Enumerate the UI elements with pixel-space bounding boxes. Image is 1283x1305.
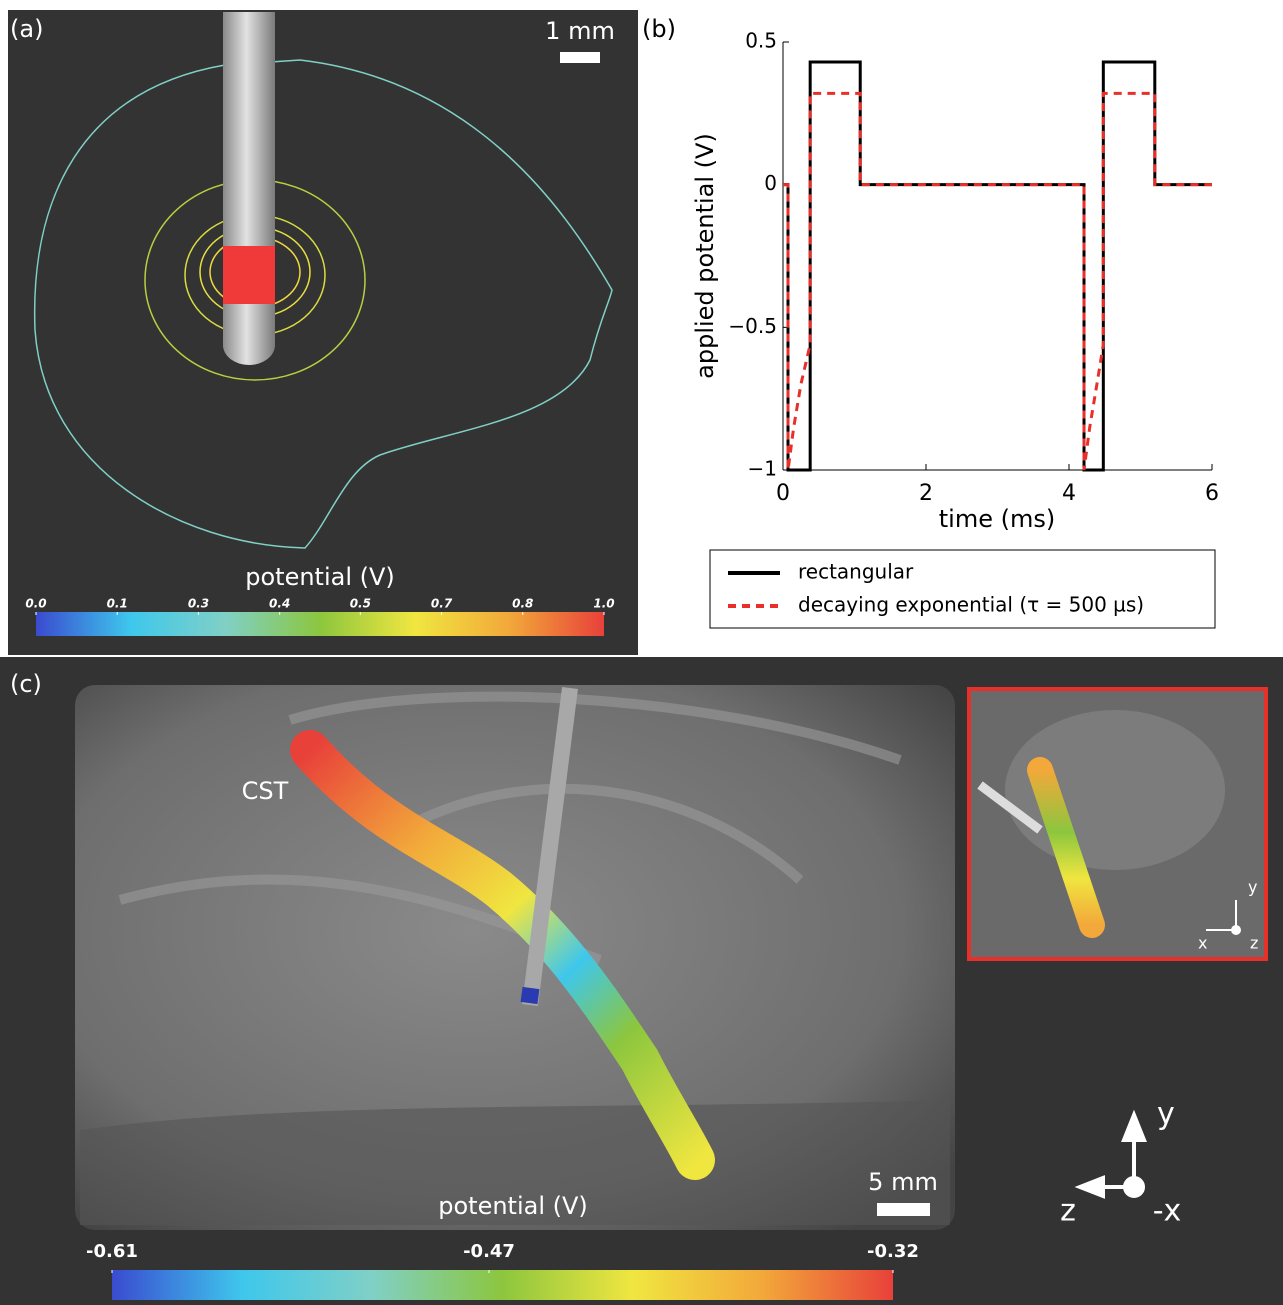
scale-bar bbox=[560, 52, 600, 63]
x-tick-label: 4 bbox=[1062, 481, 1076, 506]
y-tick-label: 0 bbox=[764, 171, 777, 195]
colorbar-tick-label: 0.8 bbox=[512, 597, 533, 611]
axis-label: z bbox=[1250, 934, 1258, 953]
tract-label: CST bbox=[242, 777, 289, 805]
colorbar-tick-label: -0.32 bbox=[867, 1241, 919, 1262]
legend-label: rectangular bbox=[798, 560, 914, 584]
colorbar-tick-label: 0.4 bbox=[269, 597, 290, 611]
y-tick-label: −0.5 bbox=[728, 314, 777, 338]
legend-label: decaying exponential (τ = 500 µs) bbox=[798, 593, 1144, 617]
scale-label: 5 mm bbox=[868, 1168, 938, 1196]
axis-label: y bbox=[1248, 878, 1257, 897]
colorbar-tick-label: 0.3 bbox=[188, 597, 209, 611]
series-line bbox=[783, 62, 1212, 470]
electrode-contact bbox=[223, 246, 275, 304]
scale-label: 1 mm bbox=[545, 17, 615, 45]
colorbar-tick-label: 0.5 bbox=[350, 597, 371, 611]
panel-label: (a) bbox=[10, 15, 43, 43]
colorbar-tick-label: -0.61 bbox=[86, 1241, 138, 1262]
scale-bar bbox=[877, 1203, 930, 1216]
panel-a-bg bbox=[8, 10, 638, 655]
colorbar-tick-label: 0.0 bbox=[25, 597, 46, 611]
x-tick-label: 6 bbox=[1205, 481, 1219, 506]
series-line bbox=[783, 93, 1212, 470]
axis-label: x bbox=[1198, 934, 1207, 953]
axis-label: y bbox=[1157, 1097, 1175, 1132]
colorbar-tick-label: -0.47 bbox=[463, 1241, 515, 1262]
y-axis-label: applied potential (V) bbox=[691, 133, 719, 379]
panel-label: (b) bbox=[642, 15, 676, 43]
colorbar bbox=[112, 1270, 893, 1300]
x-tick-label: 2 bbox=[919, 481, 933, 506]
axis-label: -x bbox=[1153, 1194, 1182, 1229]
y-tick-label: −1 bbox=[748, 457, 777, 481]
panel-label: (c) bbox=[10, 670, 42, 698]
colorbar-title: potential (V) bbox=[245, 563, 395, 591]
figure: 1 mm (a) potential (V) 0.0 0.1 0.3 0.4 0.5 0.… bbox=[0, 0, 1283, 1305]
axis-label: z bbox=[1060, 1194, 1076, 1229]
colorbar-tick-label: 0.1 bbox=[107, 597, 128, 611]
colorbar bbox=[36, 612, 604, 636]
x-tick-label: 0 bbox=[776, 481, 790, 506]
colorbar-tick-label: 0.7 bbox=[431, 597, 453, 611]
electrode-contact bbox=[529, 988, 531, 1003]
colorbar-tick-label: 1.0 bbox=[593, 597, 614, 611]
electrode-tip bbox=[223, 325, 275, 365]
y-tick-label: 0.5 bbox=[745, 29, 777, 53]
x-axis-label: time (ms) bbox=[939, 505, 1055, 533]
colorbar-title: potential (V) bbox=[438, 1192, 588, 1220]
